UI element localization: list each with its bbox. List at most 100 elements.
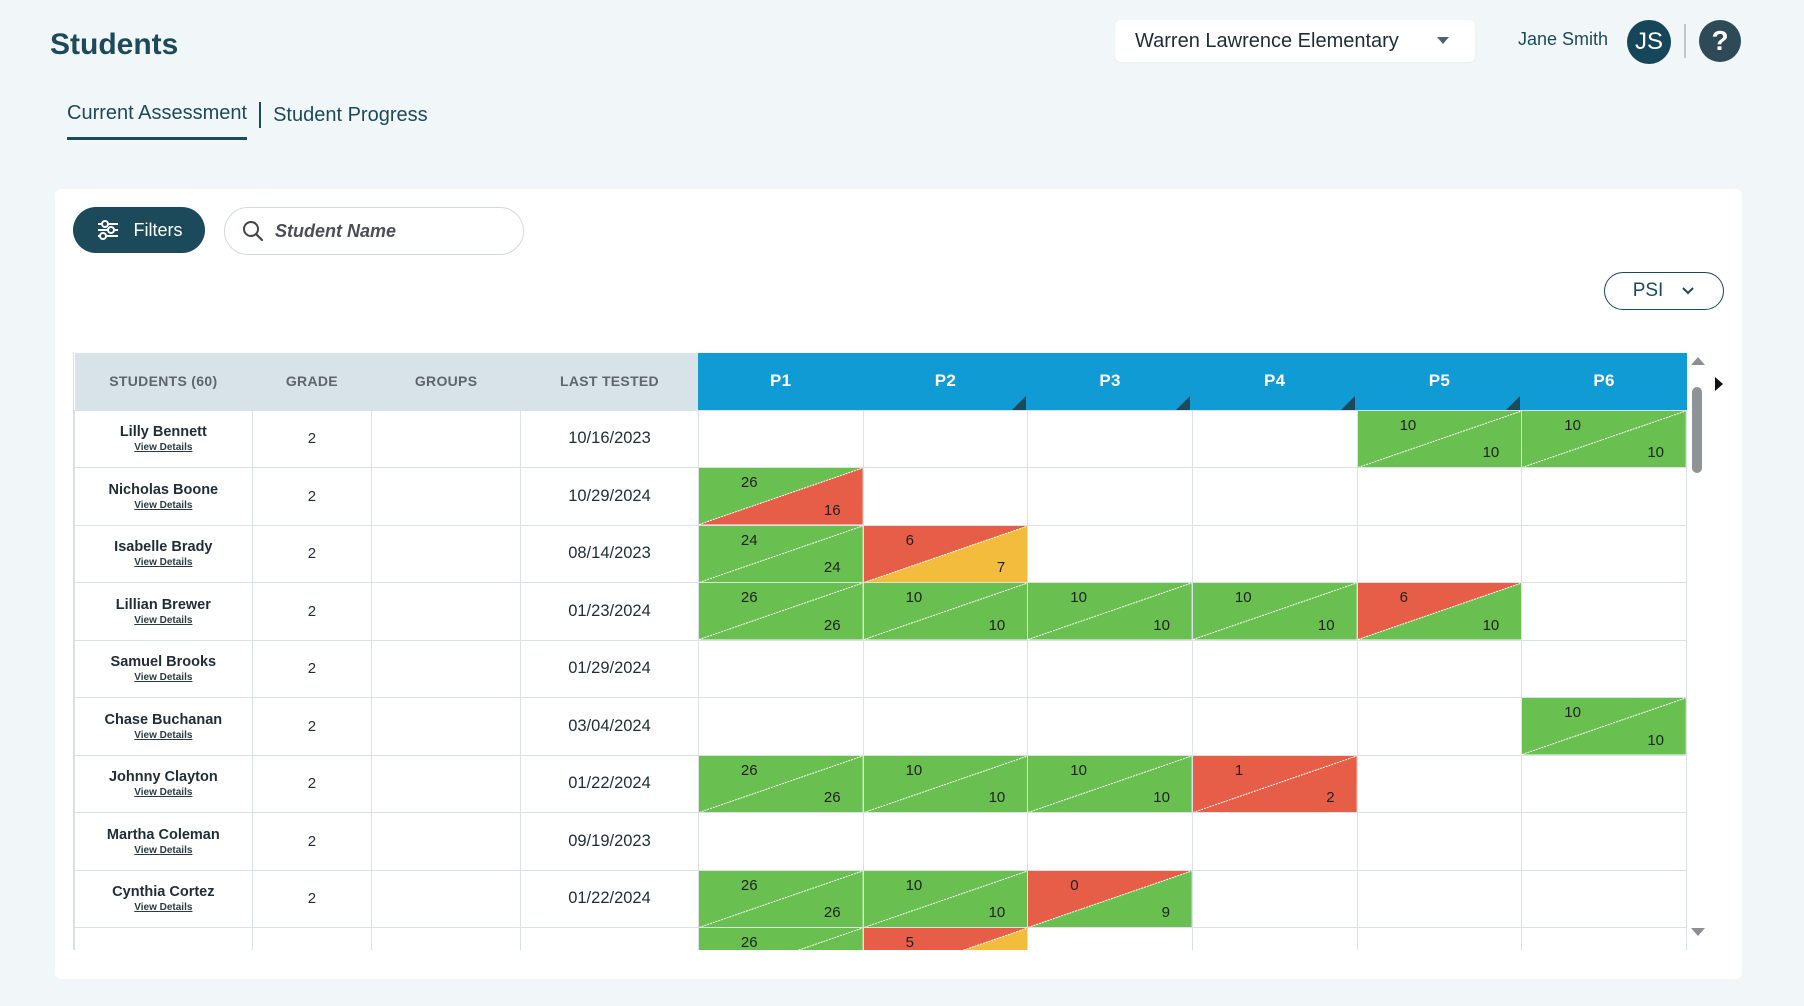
- student-name-cell: Nicholas Boone View Details: [74, 467, 253, 526]
- col-header-last-tested[interactable]: LAST TESTED: [520, 353, 699, 410]
- score-bottom-value: 10: [1482, 444, 1500, 461]
- scroll-thumb[interactable]: [1692, 387, 1702, 473]
- help-button[interactable]: ?: [1699, 20, 1741, 62]
- table-row[interactable]: 26 5: [74, 927, 1687, 950]
- score-top-value: 26: [740, 474, 758, 491]
- score-top-value: 10: [905, 761, 923, 779]
- view-details-link[interactable]: View Details: [134, 902, 193, 914]
- score-cell-p2[interactable]: 10 10: [862, 754, 1029, 813]
- table-row[interactable]: Samuel Brooks View Details 2 01/29/2024: [74, 639, 1687, 698]
- vertical-scrollbar[interactable]: [1688, 353, 1706, 950]
- score-split-graphic: [1028, 583, 1192, 640]
- col-header-p1[interactable]: P1: [698, 353, 864, 410]
- scroll-right-icon[interactable]: [1715, 377, 1723, 391]
- student-name-cell: Chase Buchanan View Details: [74, 697, 253, 756]
- score-split-graphic: [1522, 410, 1686, 467]
- view-details-link[interactable]: View Details: [134, 672, 193, 684]
- score-cell-p1[interactable]: 26 26: [697, 754, 864, 813]
- col-header-students[interactable]: STUDENTS (60): [74, 353, 253, 410]
- search-box[interactable]: [224, 207, 524, 255]
- table-row[interactable]: Chase Buchanan View Details 2 03/04/2024 10 1…: [74, 697, 1687, 756]
- score-cell-p2[interactable]: 10 10: [862, 582, 1029, 641]
- view-details-link[interactable]: View Details: [134, 787, 193, 799]
- view-details-link[interactable]: View Details: [134, 614, 193, 626]
- student-name-input[interactable]: [275, 220, 495, 242]
- col-header-p6[interactable]: P6: [1521, 353, 1687, 410]
- table-row[interactable]: Lillian Brewer View Details 2 01/23/2024 26 2…: [74, 582, 1687, 641]
- score-cell-p3[interactable]: 10 10: [1027, 582, 1193, 641]
- score-bottom-value: 9: [1161, 904, 1170, 921]
- table-row[interactable]: Isabelle Brady View Details 2 08/14/2023 24 2…: [74, 524, 1687, 583]
- groups-cell: [371, 639, 522, 698]
- tab-separator: [259, 102, 262, 128]
- score-box: 6 10: [1357, 583, 1522, 640]
- scroll-up-icon[interactable]: [1691, 357, 1705, 365]
- filters-button[interactable]: Filters: [73, 207, 205, 253]
- grade-cell: [251, 927, 373, 950]
- school-select[interactable]: Warren Lawrence Elementary: [1115, 20, 1475, 62]
- col-header-p3[interactable]: P3: [1027, 353, 1193, 410]
- score-box: 26 26: [698, 870, 863, 927]
- score-cell-p6: [1521, 639, 1687, 698]
- score-upper-triangle: [698, 928, 863, 950]
- score-bottom-value: 26: [823, 904, 841, 921]
- student-name-cell: Cynthia Cortez View Details: [74, 869, 253, 928]
- table-row[interactable]: Martha Coleman View Details 2 09/19/2023: [74, 812, 1687, 871]
- table-row[interactable]: Johnny Clayton View Details 2 01/22/2024 26 2…: [74, 754, 1687, 813]
- score-cell-p6[interactable]: 10 10: [1521, 409, 1687, 468]
- score-cell-p1[interactable]: 24 24: [697, 524, 864, 583]
- score-divider-line: [698, 870, 863, 927]
- table-row[interactable]: Lilly Bennett View Details 2 10/16/2023 10 10…: [74, 409, 1687, 468]
- grade-cell: 2: [251, 467, 373, 526]
- score-top-value: 5: [905, 934, 914, 950]
- view-details-link[interactable]: View Details: [134, 442, 193, 454]
- student-name-cell: Samuel Brooks View Details: [74, 639, 253, 698]
- score-cell-p5[interactable]: 6 10: [1356, 582, 1523, 641]
- date-cell: 10/16/2023: [520, 409, 699, 468]
- tab-student-progress[interactable]: Student Progress: [273, 103, 428, 126]
- table-row[interactable]: Cynthia Cortez View Details 2 01/22/2024 26 2…: [74, 869, 1687, 928]
- avatar[interactable]: JS: [1627, 20, 1671, 64]
- corner-marker-icon: [1011, 395, 1026, 410]
- col-header-grade[interactable]: GRADE: [252, 353, 372, 410]
- score-cell-p1[interactable]: 26 26: [697, 582, 864, 641]
- col-header-groups[interactable]: GROUPS: [371, 353, 521, 410]
- score-box: 26 16: [698, 468, 863, 525]
- score-cell-p1[interactable]: 26 26: [697, 869, 864, 928]
- score-cell-p1[interactable]: 26: [697, 927, 864, 950]
- score-box: 26 26: [698, 583, 863, 640]
- score-cell-p2[interactable]: 5: [862, 927, 1029, 950]
- score-top-value: 10: [1070, 761, 1087, 779]
- score-cell-p6: [1521, 754, 1687, 813]
- table-row[interactable]: Nicholas Boone View Details 2 10/29/2024 26 1…: [74, 467, 1687, 526]
- measure-select[interactable]: PSI: [1604, 272, 1724, 310]
- view-details-link[interactable]: View Details: [134, 557, 193, 569]
- scroll-down-icon[interactable]: [1691, 928, 1705, 936]
- score-cell-p4: [1191, 467, 1358, 526]
- score-cell-p5[interactable]: 10 10: [1356, 409, 1523, 468]
- view-details-link[interactable]: View Details: [134, 729, 193, 741]
- score-split-graphic: [1192, 583, 1357, 640]
- groups-cell: [371, 869, 522, 928]
- score-split-graphic: [863, 870, 1028, 927]
- view-details-link[interactable]: View Details: [134, 844, 193, 856]
- score-cell-p1[interactable]: 26 16: [697, 467, 864, 526]
- student-name: Martha Coleman: [106, 826, 220, 843]
- score-split-graphic: [1192, 755, 1357, 812]
- score-cell-p6[interactable]: 10 10: [1521, 697, 1687, 756]
- score-cell-p3[interactable]: 10 10: [1027, 754, 1193, 813]
- score-split-graphic: [1357, 583, 1522, 640]
- tab-current-assessment[interactable]: Current Assessment: [67, 102, 248, 140]
- col-header-p4[interactable]: P4: [1192, 353, 1358, 410]
- col-header-p2[interactable]: P2: [863, 353, 1028, 410]
- score-cell-p6: [1521, 467, 1687, 526]
- score-cell-p2[interactable]: 10 10: [862, 869, 1029, 928]
- score-cell-p5: [1356, 927, 1523, 950]
- groups-cell: [371, 409, 522, 468]
- view-details-link[interactable]: View Details: [134, 499, 193, 511]
- col-header-p5[interactable]: P5: [1357, 353, 1522, 410]
- score-cell-p4[interactable]: 10 10: [1191, 582, 1358, 641]
